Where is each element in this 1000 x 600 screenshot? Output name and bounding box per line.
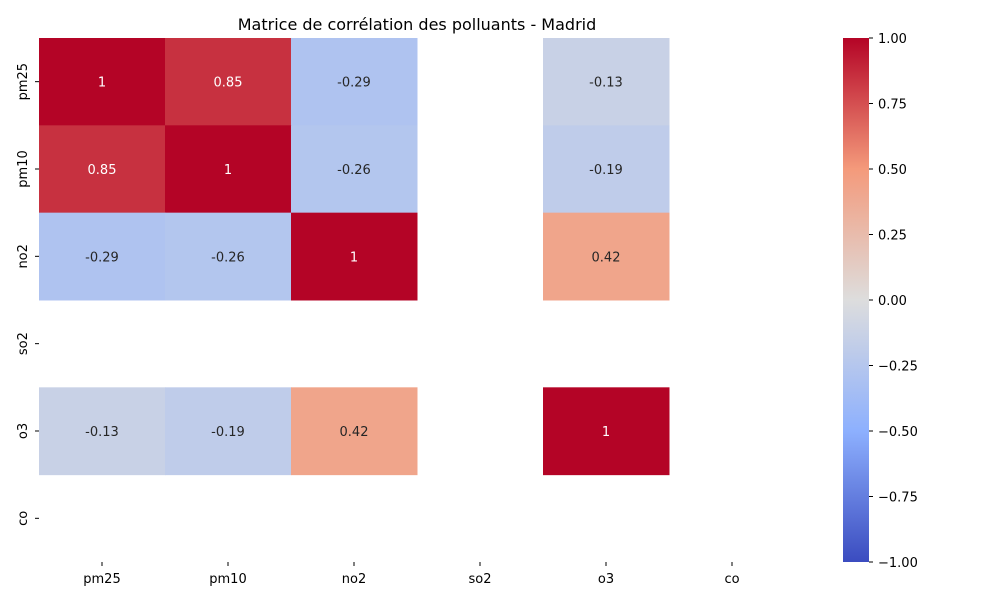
x-tick-label-pm10: pm10 <box>209 572 246 587</box>
heatmap-cell-no2-no2 <box>291 212 418 301</box>
y-tick-label-co: co <box>16 511 31 526</box>
heatmap-cells: 1 0.85 -0.29 -0.13 0.85 1 -0.26 -0.19 -0.29 -0.26… <box>39 38 670 476</box>
x-tick-label-co: co <box>724 572 739 587</box>
heatmap-cell-pm25-no2 <box>291 38 418 126</box>
colorbar-tick-label: 0.75 <box>878 98 907 113</box>
cell-label-no2-pm10: -0.26 <box>211 250 245 265</box>
cell-label-pm10-pm25: 0.85 <box>88 163 117 178</box>
heatmap-cell-pm10-pm10 <box>165 125 292 214</box>
heatmap-cell-o3-o3 <box>543 387 670 476</box>
colorbar-tick-label: −0.25 <box>878 360 918 375</box>
colorbar-tick-label: −0.50 <box>878 425 918 440</box>
y-tick-label-pm10: pm10 <box>16 150 31 187</box>
colorbar <box>843 38 869 562</box>
heatmap-cell-pm25-pm25 <box>39 38 166 126</box>
y-tick-label-pm25: pm25 <box>16 63 31 100</box>
cell-label-pm25-no2: -0.29 <box>337 76 371 91</box>
y-tick-label-so2: so2 <box>16 332 31 355</box>
y-tick-label-o3: o3 <box>16 423 31 439</box>
colorbar-tick-label: −1.00 <box>878 556 918 571</box>
cell-label-pm10-pm10: 1 <box>224 163 232 178</box>
heatmap-cell-pm25-pm10 <box>165 38 292 126</box>
cell-label-no2-no2: 1 <box>350 250 358 265</box>
cell-label-pm25-pm25: 1 <box>98 76 106 91</box>
colorbar-tick-label: 1.00 <box>878 32 907 47</box>
cell-label-o3-pm10: -0.19 <box>211 425 245 440</box>
colorbar-ticks: 1.00 0.75 0.50 0.25 0.00 −0.25 −0.50 −0.75 −1.00 <box>869 32 918 571</box>
cell-label-pm25-o3: -0.13 <box>589 76 623 91</box>
x-axis: pm25 pm10 no2 so2 o3 co <box>83 562 740 587</box>
colorbar-tick-label: −0.75 <box>878 491 918 506</box>
x-tick-label-pm25: pm25 <box>83 572 120 587</box>
heatmap-cell-o3-pm25 <box>39 387 166 476</box>
cell-label-pm25-pm10: 0.85 <box>214 76 243 91</box>
heatmap-cell-no2-o3 <box>543 212 670 301</box>
cell-label-no2-o3: 0.42 <box>592 250 621 265</box>
cell-label-o3-pm25: -0.13 <box>85 425 119 440</box>
heatmap-cell-no2-pm25 <box>39 212 166 301</box>
y-axis: pm25 pm10 no2 so2 o3 co <box>16 63 39 526</box>
x-tick-label-o3: o3 <box>598 572 614 587</box>
heatmap-cell-pm10-no2 <box>291 125 418 214</box>
colorbar-tick-label: 0.50 <box>878 163 907 178</box>
colorbar-tick-label: 0.00 <box>878 294 907 309</box>
cell-label-pm10-no2: -0.26 <box>337 163 371 178</box>
heatmap-cell-no2-pm10 <box>165 212 292 301</box>
cell-label-o3-o3: 1 <box>602 425 610 440</box>
heatmap-cell-o3-no2 <box>291 387 418 476</box>
heatmap-cell-pm10-pm25 <box>39 125 166 214</box>
y-tick-label-no2: no2 <box>16 244 31 268</box>
chart-title: Matrice de corrélation des polluants - M… <box>238 15 597 34</box>
heatmap-cell-pm10-o3 <box>543 125 670 214</box>
x-tick-label-so2: so2 <box>469 572 492 587</box>
colorbar-tick-label: 0.25 <box>878 229 907 244</box>
cell-label-o3-no2: 0.42 <box>340 425 369 440</box>
cell-label-no2-pm25: -0.29 <box>85 250 119 265</box>
x-tick-label-no2: no2 <box>342 572 366 587</box>
heatmap-cell-o3-pm10 <box>165 387 292 476</box>
heatmap-cell-pm25-o3 <box>543 38 670 126</box>
cell-label-pm10-o3: -0.19 <box>589 163 623 178</box>
